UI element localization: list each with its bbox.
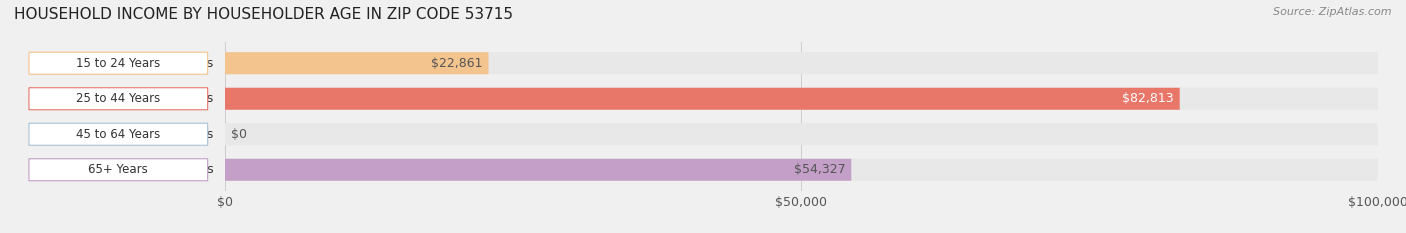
Text: $82,813: $82,813 [1122,92,1174,105]
Text: $54,327: $54,327 [794,163,845,176]
FancyBboxPatch shape [225,159,851,181]
FancyBboxPatch shape [30,123,208,145]
Text: $22,861: $22,861 [432,57,482,70]
FancyBboxPatch shape [225,52,488,74]
Text: 65+ Years: 65+ Years [89,163,148,176]
FancyBboxPatch shape [225,159,1378,181]
Text: 15 to 24 Years: 15 to 24 Years [124,57,214,70]
FancyBboxPatch shape [30,88,208,110]
Text: 15 to 24 Years: 15 to 24 Years [76,57,160,70]
FancyBboxPatch shape [225,88,1180,110]
Text: Source: ZipAtlas.com: Source: ZipAtlas.com [1274,7,1392,17]
Text: HOUSEHOLD INCOME BY HOUSEHOLDER AGE IN ZIP CODE 53715: HOUSEHOLD INCOME BY HOUSEHOLDER AGE IN Z… [14,7,513,22]
FancyBboxPatch shape [30,159,208,181]
FancyBboxPatch shape [225,123,1378,145]
Text: 25 to 44 Years: 25 to 44 Years [76,92,160,105]
Text: 25 to 44 Years: 25 to 44 Years [124,92,214,105]
FancyBboxPatch shape [30,52,208,74]
FancyBboxPatch shape [225,88,1378,110]
Text: $0: $0 [231,128,246,141]
Text: 45 to 64 Years: 45 to 64 Years [76,128,160,141]
Text: 45 to 64 Years: 45 to 64 Years [124,128,214,141]
Text: 65+ Years: 65+ Years [150,163,214,176]
FancyBboxPatch shape [225,52,1378,74]
